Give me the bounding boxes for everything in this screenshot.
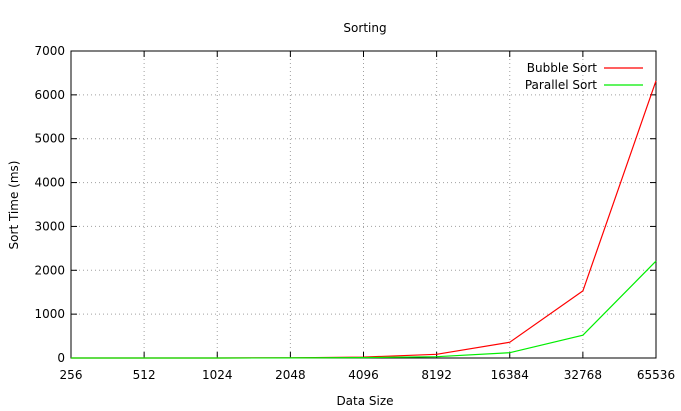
legend-label-parallel-sort: Parallel Sort [525,78,597,92]
x-tick-label: 1024 [202,368,233,382]
y-tick-label: 2000 [34,263,65,277]
x-tick-label: 8192 [421,368,452,382]
y-tick-label: 6000 [34,88,65,102]
series-lines [71,80,657,359]
grid [71,51,656,358]
x-tick-label: 256 [60,368,83,382]
chart-title: Sorting [343,21,386,35]
y-tick-labels: 0 1000 2000 3000 4000 5000 6000 7000 [34,44,65,365]
y-tick-label: 1000 [34,307,65,321]
x-tick-label: 16384 [491,368,529,382]
x-tick-label: 65536 [637,368,675,382]
x-axis-label: Data Size [336,394,393,408]
x-tick-label: 2048 [275,368,306,382]
y-axis-label: Sort Time (ms) [7,161,21,250]
series-line-parallel-sort [71,260,657,359]
x-tick-label: 4096 [348,368,379,382]
y-tick-label: 7000 [34,44,65,58]
legend: Bubble Sort Parallel Sort [525,61,643,92]
x-tick-labels: 256 512 1024 2048 4096 8192 16384 32768 65536 [60,368,676,382]
x-tick-label: 32768 [564,368,602,382]
ticks [70,50,657,359]
y-tick-label: 0 [57,351,65,365]
y-tick-label: 4000 [34,176,65,190]
legend-label-bubble-sort: Bubble Sort [527,61,597,75]
y-tick-label: 5000 [34,132,65,146]
x-tick-label: 512 [133,368,156,382]
y-tick-label: 3000 [34,219,65,233]
